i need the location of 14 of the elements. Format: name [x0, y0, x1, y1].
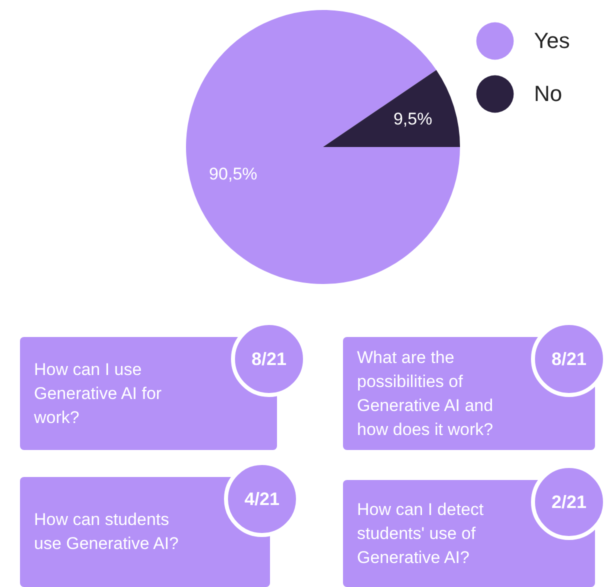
text: 2/21 [531, 464, 607, 540]
text: How can students use Generative AI? [34, 510, 179, 553]
data-label: 90,5% [209, 164, 258, 184]
pie-slice [186, 10, 460, 284]
text: How can I detect students' use of Generative AI? [357, 500, 484, 566]
text: 4/21 [224, 461, 300, 537]
pie-slice [323, 70, 460, 147]
text: 8/21 [531, 321, 607, 397]
data-label: 9,5% [393, 109, 432, 128]
text: How can I use Generative AI for work? [34, 360, 162, 426]
text: 8/21 [231, 321, 307, 397]
text: What are the possibilities of Generative AI and how does it work? [357, 348, 494, 438]
legend-label: No [534, 81, 562, 106]
legend-label: Yes [534, 28, 570, 53]
